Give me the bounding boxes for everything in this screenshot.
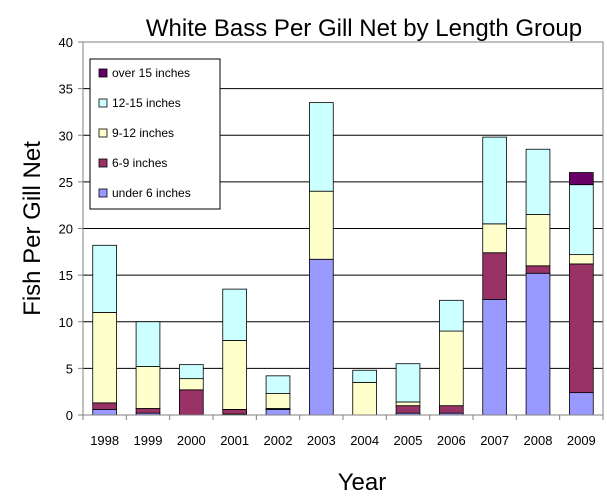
bar-segment <box>482 252 507 300</box>
bar-segment <box>525 214 551 267</box>
bar-segment <box>135 366 161 409</box>
legend-box <box>89 58 221 210</box>
bar-segment <box>265 393 291 409</box>
bar-segment <box>439 330 464 407</box>
chart-title: White Bass Per Gill Net by Length Group <box>146 15 582 42</box>
bar-segment <box>92 402 117 410</box>
bar-segment <box>482 298 507 416</box>
bar-segment <box>92 312 117 404</box>
x-tick-label: 1999 <box>134 433 163 448</box>
x-tick-label: 1998 <box>90 433 119 448</box>
x-tick-label: 2000 <box>177 433 206 448</box>
x-tick-label: 2004 <box>350 433 379 448</box>
x-axis-ticks: 1998 1999 2000 2001 2002 2003 2004 2005 2006 2007… <box>82 415 604 448</box>
bar-segment <box>265 375 291 394</box>
legend-swatch <box>98 188 108 198</box>
bar-segment <box>265 409 291 416</box>
y-tick-label: 25 <box>59 175 73 190</box>
bar-segment <box>569 184 594 256</box>
bar-segment <box>569 254 594 265</box>
y-tick-label: 35 <box>59 82 73 97</box>
bar-segment <box>135 321 161 367</box>
x-axis-title: Year <box>338 469 387 496</box>
legend-label: under 6 inches <box>112 186 191 200</box>
legend-label: 6-9 inches <box>112 156 167 170</box>
legend-label: 12-15 inches <box>112 96 181 110</box>
x-tick-label: 2008 <box>524 433 553 448</box>
bar-segment <box>309 102 334 192</box>
bar-segment <box>222 288 247 341</box>
bar-segment <box>482 223 507 254</box>
x-tick-label: 2009 <box>567 433 596 448</box>
legend-label: 9-12 inches <box>112 126 174 140</box>
y-tick-label: 10 <box>59 315 73 330</box>
bar-segment <box>179 378 204 391</box>
bars <box>92 102 594 416</box>
bar-segment <box>309 190 334 260</box>
bar-segment <box>569 392 594 416</box>
bar-segment <box>395 363 421 403</box>
bar-segment <box>222 339 247 410</box>
legend-swatch <box>98 158 108 168</box>
bar-segment <box>179 364 204 380</box>
bar-segment <box>439 405 464 414</box>
legend-swatch <box>98 98 108 108</box>
x-tick-label: 2002 <box>264 433 293 448</box>
bar-segment <box>525 148 551 215</box>
legend-swatch <box>98 68 108 78</box>
bar-segment <box>395 401 421 407</box>
legend-label: over 15 inches <box>112 66 190 80</box>
bar-segment <box>352 381 377 416</box>
bar-segment <box>569 263 594 394</box>
bar-segment <box>525 265 551 274</box>
y-tick-label: 5 <box>66 361 73 376</box>
y-tick-label: 0 <box>66 408 73 423</box>
legend-swatch <box>98 128 108 138</box>
bar-segment <box>222 409 247 415</box>
bar-segment <box>352 369 377 383</box>
bar-segment <box>135 408 161 414</box>
bar-segment <box>92 409 117 416</box>
bar-segment <box>569 172 594 186</box>
bar-segment <box>92 244 117 313</box>
bar-segment <box>395 405 421 414</box>
bar-segment <box>309 258 334 416</box>
y-axis-ticks: 0 5 10 15 20 25 30 35 40 <box>59 35 83 423</box>
legend: over 15 inches 12-15 inches 9-12 inches 6-9… <box>89 58 221 210</box>
bar-segment <box>179 389 204 416</box>
y-tick-label: 40 <box>59 35 73 50</box>
x-tick-label: 2005 <box>394 433 423 448</box>
bar-segment <box>439 299 464 332</box>
y-tick-label: 30 <box>59 128 73 143</box>
y-tick-label: 20 <box>59 222 73 237</box>
x-tick-label: 2006 <box>437 433 466 448</box>
x-tick-label: 2001 <box>220 433 249 448</box>
x-tick-label: 2007 <box>480 433 509 448</box>
x-tick-label: 2003 <box>307 433 336 448</box>
bar-segment <box>525 272 551 416</box>
bar-segment <box>482 136 507 225</box>
y-axis-title: Fish Per Gill Net <box>19 141 46 316</box>
y-tick-label: 15 <box>59 268 73 283</box>
